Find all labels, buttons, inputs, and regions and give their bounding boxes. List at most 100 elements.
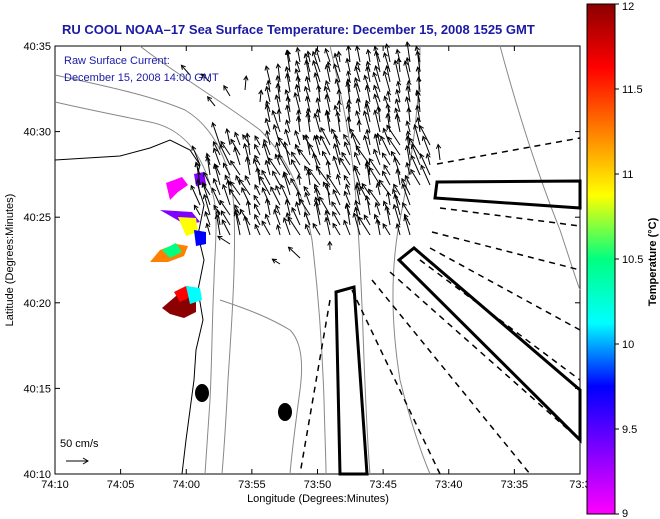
marker — [195, 384, 209, 402]
current-vector — [295, 115, 302, 133]
current-vector — [266, 79, 272, 93]
current-vector — [405, 56, 411, 73]
current-vector — [405, 85, 411, 103]
current-vector — [212, 140, 221, 156]
current-vector — [364, 103, 371, 123]
current-vector — [382, 70, 391, 93]
bathymetry-contour — [139, 45, 327, 475]
x-tick-label: 73:35 — [501, 479, 529, 491]
current-vector — [230, 138, 241, 156]
sst-patch — [178, 217, 198, 236]
current-vector — [205, 155, 211, 176]
current-vector — [353, 206, 361, 226]
current-vector — [385, 190, 392, 206]
current-vector — [284, 65, 291, 83]
scale-label: 50 cm/s — [60, 438, 99, 450]
current-vector — [322, 181, 331, 196]
current-vector — [331, 201, 341, 216]
current-vector — [243, 215, 251, 236]
bathymetry-contour — [392, 45, 431, 475]
current-vector — [295, 190, 302, 206]
current-vector — [305, 112, 311, 133]
current-vector — [373, 50, 381, 73]
current-vector — [364, 194, 371, 216]
colorbar-tick-label: 12 — [622, 1, 634, 13]
current-vector — [396, 80, 402, 93]
sst-patch — [162, 243, 182, 258]
current-vector — [374, 65, 381, 83]
current-vector — [295, 60, 301, 73]
x-tick-label: 74:05 — [107, 479, 135, 491]
current-vector — [233, 210, 241, 236]
current-vector — [224, 127, 231, 146]
current-vector — [253, 194, 261, 206]
current-vector — [244, 174, 251, 186]
current-vector — [372, 148, 381, 166]
colorbar-tick-label: 10 — [622, 339, 634, 351]
current-vector — [355, 144, 371, 166]
current-vector — [323, 85, 331, 103]
y-tick-label: 40:30 — [23, 127, 51, 139]
current-vector — [386, 124, 401, 146]
x-tick-label: 73:55 — [238, 479, 266, 491]
current-vector — [191, 145, 201, 166]
current-vector — [219, 143, 231, 166]
current-vector — [221, 183, 231, 206]
current-vector — [282, 216, 291, 236]
y-axis-ticks: 40:35 40:30 40:25 40:20 40:15 40:10 — [23, 41, 580, 481]
y-tick-label: 40:25 — [23, 212, 51, 224]
current-vector — [303, 211, 311, 226]
current-vector — [406, 79, 412, 93]
current-vector — [220, 140, 231, 156]
current-vector — [368, 188, 381, 206]
current-vector — [333, 133, 341, 156]
current-vector — [312, 152, 321, 176]
current-vector — [274, 153, 281, 166]
current-vector — [393, 183, 401, 196]
current-vector — [394, 98, 401, 113]
current-vector — [352, 212, 361, 236]
current-vector — [285, 104, 291, 123]
current-vector — [419, 124, 431, 146]
current-vector — [229, 188, 241, 206]
current-vector — [222, 162, 231, 176]
current-vector — [331, 128, 341, 146]
current-vector — [293, 91, 301, 113]
current-vector — [304, 133, 311, 156]
current-vector — [393, 193, 401, 216]
current-vector — [264, 103, 271, 123]
current-vector — [290, 151, 301, 166]
current-vector — [299, 198, 311, 216]
current-vector — [315, 134, 321, 146]
current-vector — [254, 135, 261, 146]
current-vector — [324, 216, 331, 236]
shipping-lane-boundary — [351, 289, 441, 475]
current-vector — [324, 209, 331, 226]
current-vector — [419, 153, 431, 176]
current-vector — [375, 182, 381, 196]
current-vector — [420, 164, 431, 186]
current-vector — [392, 188, 401, 206]
current-vector — [354, 65, 361, 83]
colorbar-tick-label: 11 — [622, 169, 633, 181]
current-vector — [395, 168, 401, 186]
current-vector — [264, 65, 271, 83]
bathymetry-contour — [54, 101, 217, 475]
current-vector — [304, 165, 311, 176]
current-vector — [435, 143, 442, 161]
current-vector — [307, 168, 321, 186]
current-vector — [258, 89, 264, 103]
current-vector — [285, 119, 291, 133]
current-vector — [385, 103, 391, 123]
current-vector — [355, 110, 361, 123]
current-vector — [345, 183, 351, 196]
current-vector — [365, 65, 371, 83]
bathymetry-contour — [499, 45, 581, 291]
current-vector — [274, 94, 281, 113]
current-vector — [368, 166, 381, 186]
current-vector — [211, 187, 221, 206]
current-vector — [394, 113, 401, 133]
x-tick-label: 73:50 — [304, 479, 332, 491]
current-vector — [223, 84, 231, 97]
current-vector — [336, 50, 342, 63]
